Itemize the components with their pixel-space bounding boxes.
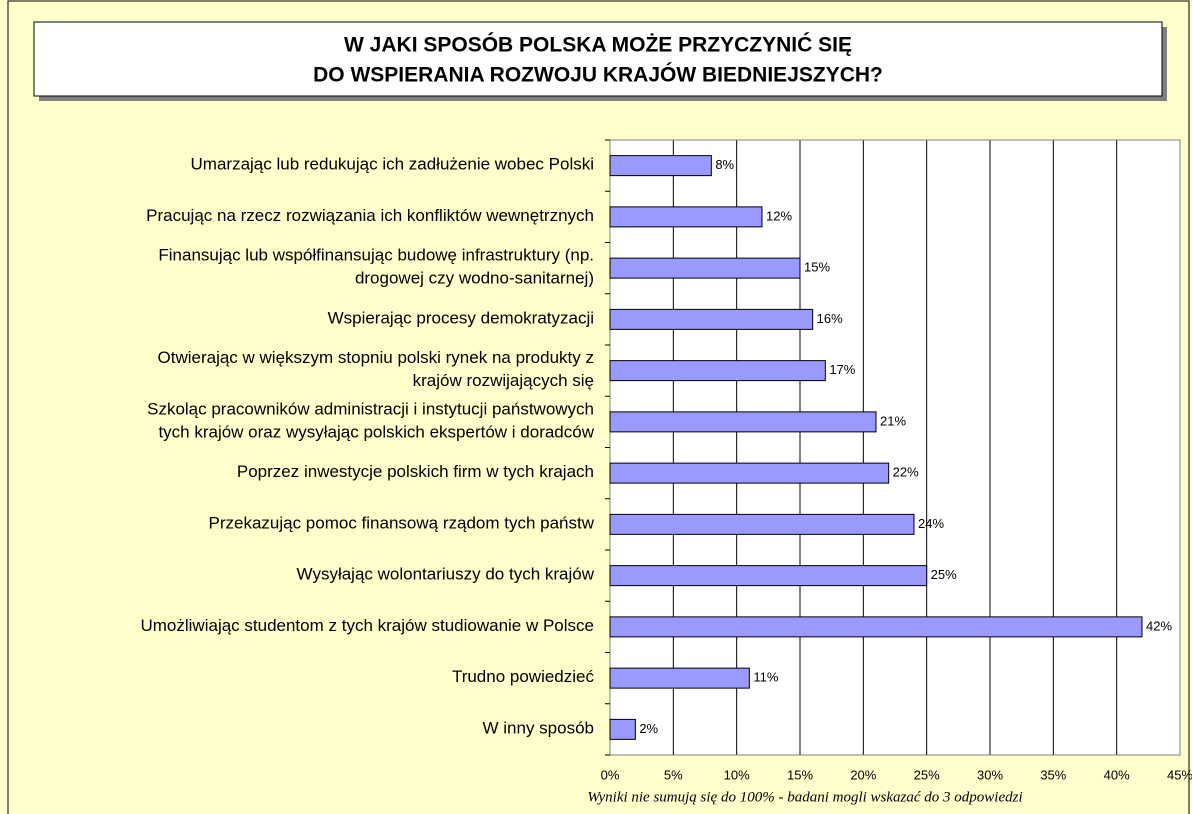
- x-tick-label: 5%: [664, 767, 683, 782]
- y-tick-label: Szkoląc pracowników administracji i inst…: [147, 400, 595, 442]
- bar: [609, 308, 814, 330]
- x-tick-label: 40%: [1104, 767, 1130, 782]
- data-label: 2%: [639, 721, 658, 736]
- y-tick-label: Poprzez inwestycje polskich firm w tych …: [237, 463, 594, 482]
- x-tick-label: 0%: [601, 767, 620, 782]
- data-label: 17%: [829, 362, 855, 377]
- x-tick-label: 25%: [914, 767, 940, 782]
- y-tick-label: Przekazując pomoc finansową rządom tych …: [208, 514, 594, 533]
- bar: [609, 565, 928, 587]
- bar: [609, 257, 801, 279]
- x-tick-label: 35%: [1040, 767, 1066, 782]
- y-tick-label: Umożliwiając studentom z tych krajów stu…: [140, 616, 594, 635]
- y-tick-label: W inny sposób: [483, 719, 595, 738]
- x-tick-label: 30%: [977, 767, 1003, 782]
- y-tick-label: Trudno powiedzieć: [452, 668, 595, 687]
- data-label: 8%: [715, 157, 734, 172]
- y-tick-label: Wysyłając wolontariuszy do tych krajów: [297, 565, 595, 584]
- x-tick-label: 45%: [1167, 767, 1192, 782]
- x-tick-label: 10%: [724, 767, 750, 782]
- data-label: 42%: [1146, 618, 1172, 633]
- bar: [609, 718, 636, 740]
- y-tick-label: Umarzając lub redukując ich zadłużenie w…: [191, 155, 594, 174]
- title-box: [33, 21, 1163, 97]
- data-label: 21%: [880, 413, 906, 428]
- frame: [7, 0, 1190, 814]
- y-tick-label: Pracując na rzecz rozwiązania ich konfli…: [146, 206, 594, 225]
- plot-area: [610, 140, 1180, 755]
- data-label: 16%: [817, 311, 843, 326]
- y-tick-label: Otwierając w większym stopniu polski ryn…: [158, 349, 595, 391]
- footnote: Wyniki nie sumują się do 100% - badani m…: [587, 789, 1022, 805]
- data-label: 15%: [804, 260, 830, 275]
- bar: [609, 155, 712, 177]
- data-label: 24%: [918, 516, 944, 531]
- x-tick-label: 20%: [850, 767, 876, 782]
- bar: [609, 513, 915, 535]
- bar: [609, 667, 750, 689]
- chart-title: DO WSPIERANIA ROZWOJU KRAJÓW BIEDNIEJSZY…: [313, 63, 883, 87]
- x-tick-label: 15%: [787, 767, 813, 782]
- bar: [609, 360, 826, 382]
- data-label: 22%: [893, 465, 919, 480]
- data-label: 11%: [753, 670, 778, 685]
- data-label: 25%: [931, 567, 957, 582]
- y-tick-label: Finansując lub współfinansując budowę in…: [158, 246, 594, 288]
- chart-title: W JAKI SPOSÓB POLSKA MOŻE PRZYCZYNIĆ SIĘ: [344, 33, 852, 57]
- bar: [609, 616, 1143, 638]
- bar: [609, 462, 890, 484]
- bar: [609, 206, 763, 228]
- y-tick-label: Wspierając procesy demokratyzacji: [328, 309, 594, 328]
- bar: [609, 411, 877, 433]
- data-label: 12%: [766, 208, 792, 223]
